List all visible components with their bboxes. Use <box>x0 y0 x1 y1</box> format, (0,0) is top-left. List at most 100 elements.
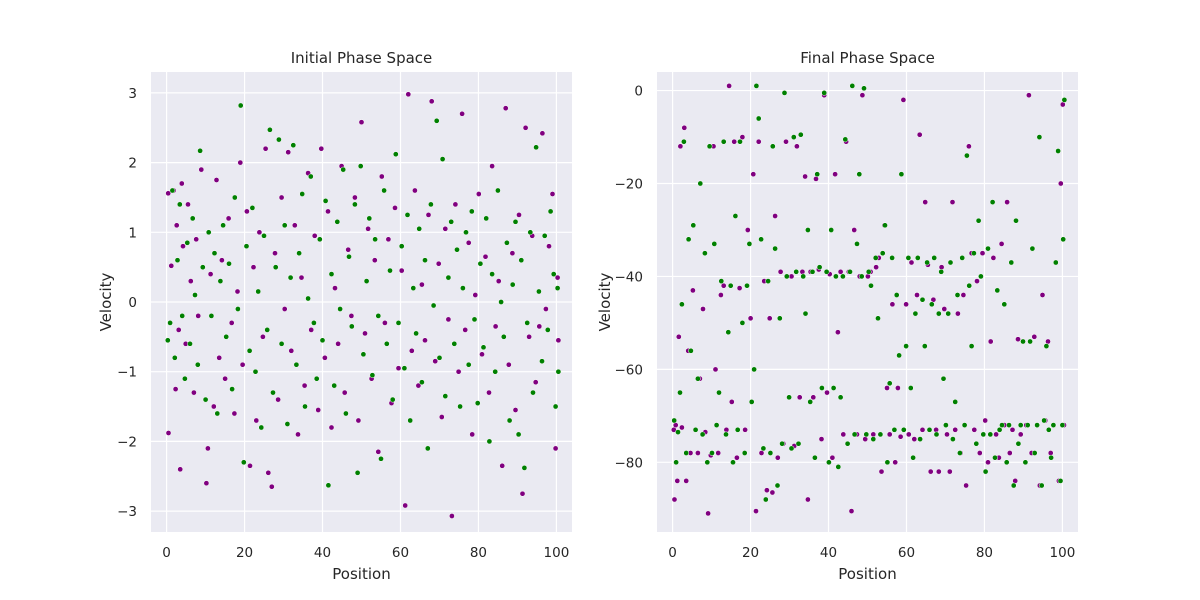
data-point <box>340 166 347 173</box>
data-point <box>169 187 176 194</box>
data-point <box>1041 417 1047 424</box>
data-point <box>744 227 751 233</box>
data-point <box>912 310 919 317</box>
data-point <box>753 83 760 89</box>
data-point <box>966 143 972 150</box>
data-point <box>818 436 825 442</box>
data-point <box>255 288 262 295</box>
data-point <box>308 327 315 333</box>
data-point <box>1031 333 1038 340</box>
data-point <box>325 208 331 215</box>
data-point <box>366 215 373 222</box>
data-point <box>762 496 769 503</box>
data-point <box>772 245 778 252</box>
data-point <box>486 389 492 396</box>
data-point <box>452 201 459 208</box>
data-point <box>917 436 923 442</box>
data-point <box>675 429 681 435</box>
data-point <box>278 340 285 347</box>
data-point <box>192 292 198 298</box>
data-point <box>854 241 860 247</box>
y-tick-label: −3 <box>117 504 137 520</box>
data-point <box>296 250 302 257</box>
data-point <box>363 278 370 284</box>
data-point <box>486 438 493 445</box>
data-point <box>240 459 247 466</box>
data-point <box>938 268 945 275</box>
data-point <box>847 268 853 275</box>
data-point <box>1047 450 1054 456</box>
data-point <box>954 292 961 298</box>
data-point <box>896 352 902 359</box>
data-point <box>180 243 186 250</box>
data-point <box>959 255 966 261</box>
data-point <box>229 386 235 392</box>
data-point <box>760 445 767 452</box>
data-point <box>345 246 352 253</box>
data-point <box>1004 199 1010 205</box>
data-point <box>348 323 355 330</box>
data-point <box>889 255 895 261</box>
data-point <box>433 117 440 124</box>
chart-panel-1: 0 20 40 60 80 100 −3 −2 −1 0 1 2 3 Initial Phase Spac… <box>97 49 572 583</box>
data-point <box>725 329 732 336</box>
data-point <box>1020 338 1026 345</box>
data-point <box>856 171 863 178</box>
data-point <box>378 173 385 180</box>
data-point <box>851 227 858 233</box>
data-point <box>769 143 776 150</box>
data-point <box>383 340 390 347</box>
data-point <box>448 218 455 225</box>
data-point <box>783 273 790 280</box>
data-point <box>1061 97 1068 103</box>
data-point <box>772 213 778 219</box>
y-tick-label: −40 <box>615 269 644 285</box>
data-point <box>284 421 291 427</box>
data-point <box>404 212 411 218</box>
data-point <box>1010 482 1017 489</box>
data-point <box>781 90 788 96</box>
data-point <box>985 245 991 252</box>
data-point <box>897 433 904 440</box>
data-point <box>416 225 423 232</box>
data-point <box>828 227 835 233</box>
data-point <box>199 264 206 271</box>
data-point <box>372 236 378 243</box>
data-point <box>223 333 230 340</box>
data-point <box>990 255 997 261</box>
data-point <box>1022 459 1029 466</box>
data-point <box>993 431 999 438</box>
data-point <box>1009 426 1016 433</box>
data-point <box>516 212 522 218</box>
data-point <box>943 422 949 428</box>
data-point <box>1013 217 1019 224</box>
data-point <box>442 225 449 232</box>
data-point <box>502 105 509 112</box>
data-point <box>428 201 434 208</box>
x-tick-label: 20 <box>742 545 759 561</box>
data-point <box>293 361 300 368</box>
data-point <box>987 338 994 345</box>
data-point <box>295 431 301 438</box>
data-point <box>794 143 800 150</box>
data-point <box>495 278 502 284</box>
data-point <box>946 468 953 475</box>
data-point <box>483 215 490 222</box>
data-point <box>519 490 526 497</box>
data-point <box>1050 422 1057 428</box>
data-point <box>859 92 866 99</box>
data-point <box>462 327 469 333</box>
data-point <box>332 285 338 291</box>
data-point <box>449 513 455 519</box>
data-point <box>748 399 755 405</box>
data-point <box>281 306 288 312</box>
data-point <box>343 410 349 417</box>
data-point <box>415 382 422 389</box>
data-point <box>550 271 557 277</box>
data-point <box>298 274 305 281</box>
data-point <box>276 136 282 143</box>
data-point <box>479 351 485 358</box>
data-point <box>924 259 930 266</box>
data-point <box>840 273 846 280</box>
x-tick-label: 80 <box>470 545 487 561</box>
